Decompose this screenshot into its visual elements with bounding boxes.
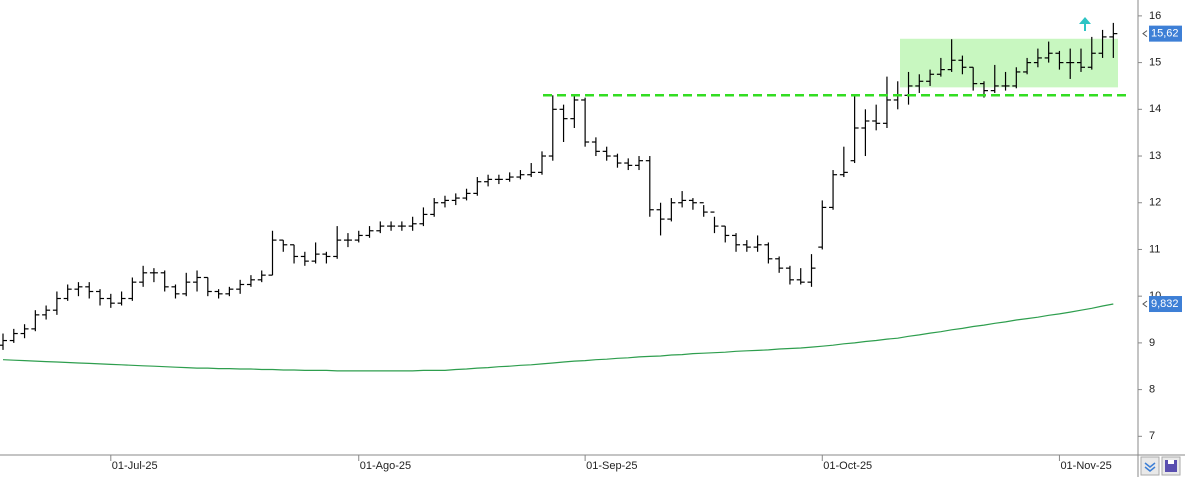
x-tick-label: 01-Ago-25 (360, 460, 411, 472)
x-tick-label: 01-Jul-25 (112, 460, 158, 472)
up-arrow-icon (1079, 17, 1091, 31)
y-tick-label: 9 (1149, 337, 1155, 349)
x-axis-strip (0, 455, 1138, 477)
collapse-button[interactable] (1140, 456, 1160, 476)
moving-average-line (2, 303, 1114, 372)
x-tick-label: 01-Sep-25 (586, 460, 637, 472)
y-tick-label: 12 (1149, 197, 1161, 209)
consolidation-zone (900, 38, 1118, 88)
price-pointer (1142, 30, 1148, 38)
collapse-icon (1144, 466, 1156, 472)
save-icon (1168, 460, 1174, 464)
price-label-box (1149, 296, 1182, 313)
y-tick-label: 14 (1149, 103, 1161, 115)
y-tick-label: 16 (1149, 10, 1161, 22)
price-pointer (1142, 300, 1148, 308)
y-tick-label: 11 (1149, 243, 1160, 255)
y-tick-label: 13 (1149, 150, 1161, 162)
y-tick-label: 7 (1149, 430, 1155, 442)
price-label: 9,832 (1151, 298, 1179, 310)
y-tick-label: 8 (1149, 384, 1155, 396)
collapse-icon (1144, 462, 1156, 468)
price-label-box (1149, 25, 1182, 42)
x-tick-label: 01-Oct-25 (823, 460, 872, 472)
x-tick-label: 01-Nov-25 (1060, 460, 1111, 472)
y-tick-label: 15 (1149, 57, 1161, 69)
price-label: 15,62 (1151, 28, 1179, 40)
plot-area (0, 22, 1128, 372)
